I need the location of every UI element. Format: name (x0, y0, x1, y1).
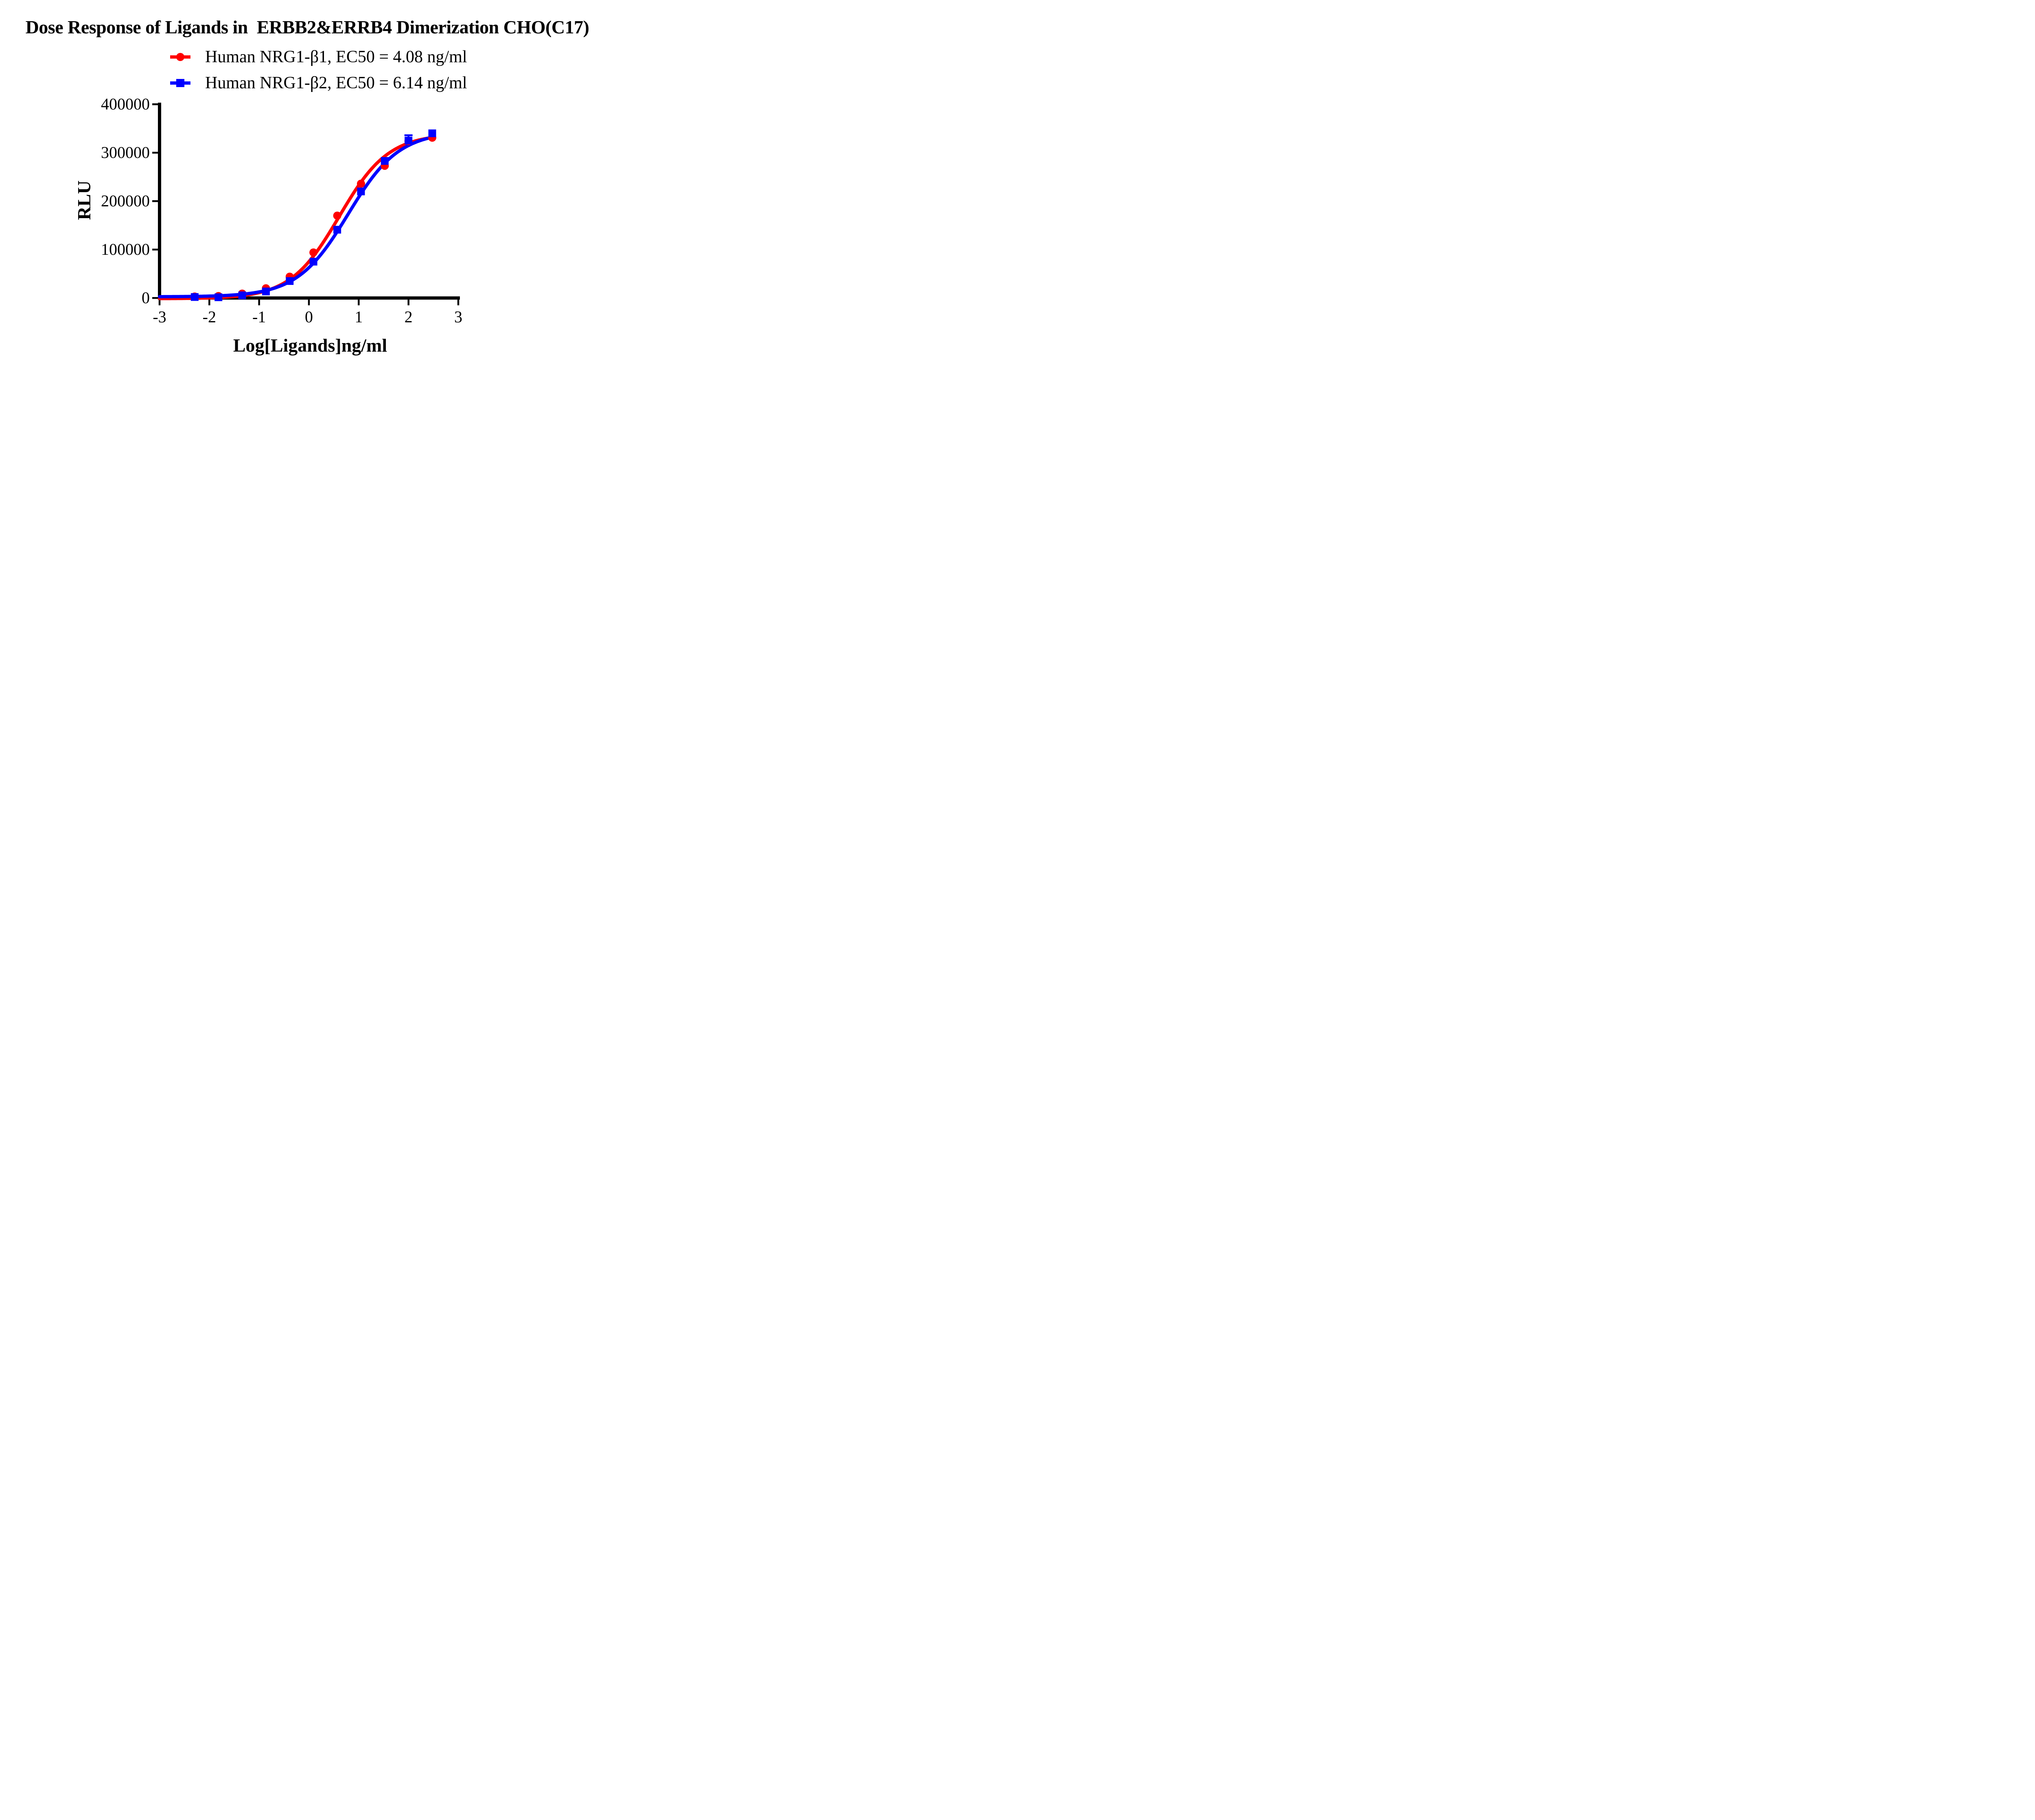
x-tick-label: -2 (203, 308, 216, 326)
legend: Human NRG1-β1, EC50 = 4.08 ng/ml Human N… (170, 46, 467, 98)
y-tick-label: 200000 (101, 192, 150, 210)
x-tick-label: 2 (405, 308, 413, 326)
data-point-1-3 (262, 287, 270, 295)
data-point-0-6 (333, 211, 341, 220)
x-tick-label: -3 (153, 308, 166, 326)
data-point-1-9 (405, 136, 413, 144)
x-tick-label: 1 (354, 308, 363, 326)
series-curve-0 (158, 136, 433, 300)
blue-square-line-marker-icon (170, 72, 190, 94)
y-tick-label: 100000 (101, 240, 150, 258)
x-tick-label: 3 (454, 308, 462, 326)
y-axis-title: RLU (74, 180, 94, 220)
series-curve-1 (158, 136, 433, 298)
data-point-1-4 (286, 277, 294, 285)
red-circle-line-marker-icon (170, 46, 190, 68)
data-point-1-5 (309, 258, 317, 266)
data-point-1-7 (357, 187, 365, 195)
data-point-1-1 (214, 293, 223, 301)
page-root: { "chart_data": { "type": "line", "title… (0, 0, 615, 364)
legend-label-nrg1-b1: Human NRG1-β1, EC50 = 4.08 ng/ml (205, 48, 467, 66)
chart-title: Dose Response of Ligands in ERBB2&ERRB4 … (25, 17, 589, 37)
data-point-1-10 (428, 129, 436, 138)
data-point-1-0 (190, 293, 199, 301)
data-point-0-5 (309, 248, 318, 257)
y-tick-label: 0 (142, 289, 150, 307)
y-tick-label: 300000 (101, 143, 150, 162)
legend-item-nrg1-b1: Human NRG1-β1, EC50 = 4.08 ng/ml (170, 46, 467, 68)
x-axis-title: Log[Ligands]ng/ml (233, 335, 387, 356)
data-point-1-2 (238, 291, 246, 300)
legend-item-nrg1-b2: Human NRG1-β2, EC50 = 6.14 ng/ml (170, 72, 467, 94)
x-tick-label: 0 (305, 308, 313, 326)
dose-response-plot: -3 -2 -1 0 1 2 3 0 100000 200000 300000 400000 Log[L… (74, 95, 462, 356)
data-point-1-6 (333, 225, 341, 234)
data-point-1-8 (381, 157, 389, 165)
y-tick-label: 400000 (101, 95, 150, 113)
data-point-0-7 (357, 179, 365, 188)
legend-label-nrg1-b2: Human NRG1-β2, EC50 = 6.14 ng/ml (205, 74, 467, 92)
x-tick-label: -1 (252, 308, 266, 326)
